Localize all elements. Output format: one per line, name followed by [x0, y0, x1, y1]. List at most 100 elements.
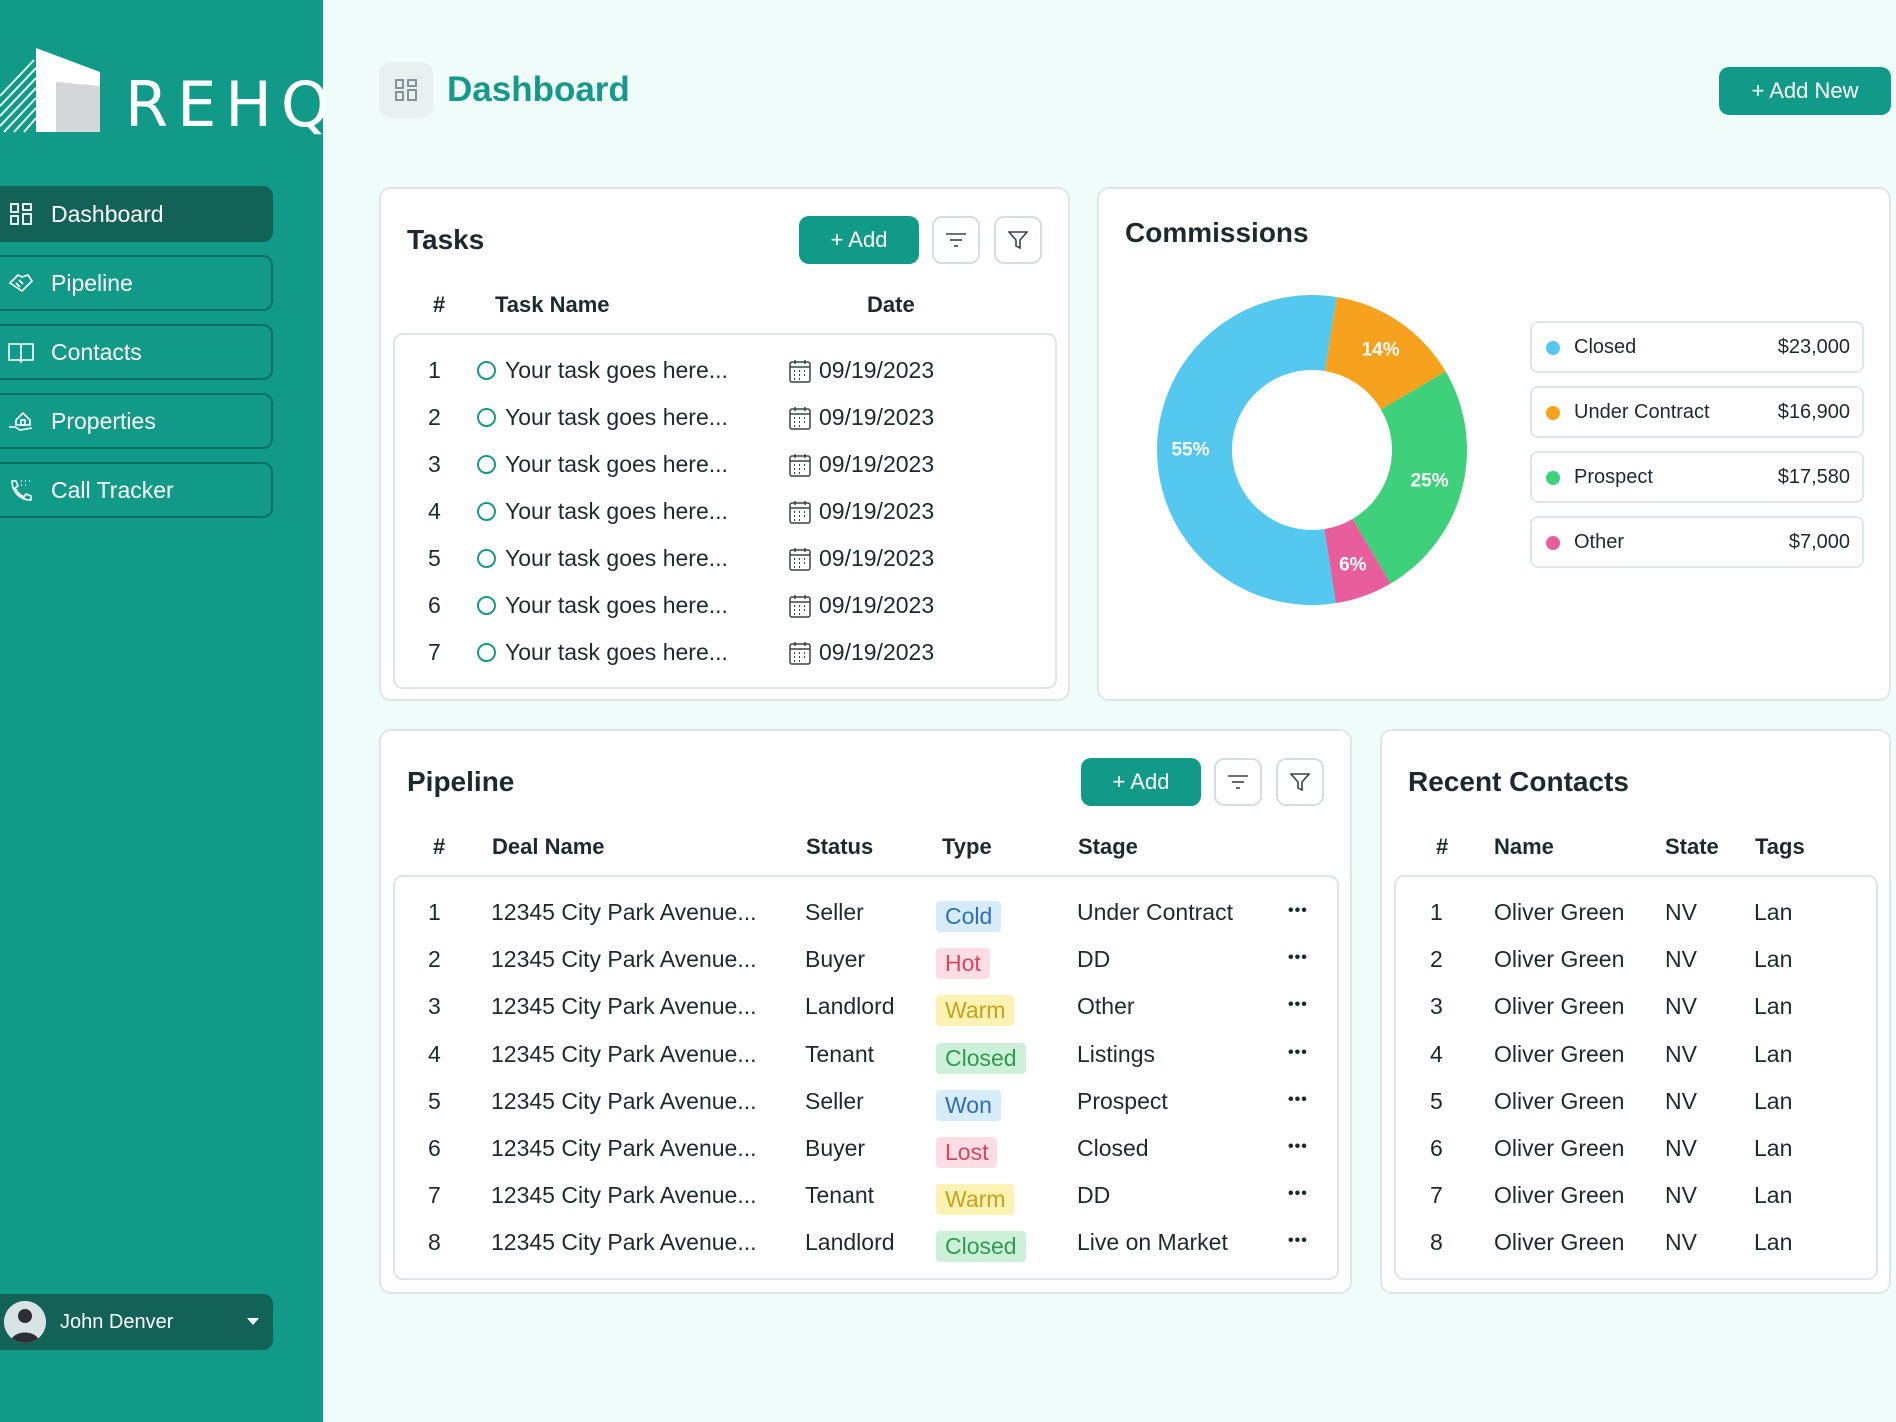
contact-name[interactable]: Oliver Green [1494, 1229, 1625, 1256]
table-row[interactable]: 7 Oliver Green NV Lan [1396, 1172, 1876, 1219]
task-checkbox-icon[interactable] [477, 361, 496, 380]
task-date: 09/19/2023 [819, 592, 935, 618]
contact-tag: Lan [1754, 993, 1793, 1020]
table-row[interactable]: 2 12345 City Park Avenue... Buyer Hot DD ••• [395, 936, 1337, 983]
more-options-icon[interactable]: ••• [1288, 1043, 1308, 1061]
deal-name[interactable]: 12345 City Park Avenue... [491, 993, 757, 1020]
contact-name[interactable]: Oliver Green [1494, 946, 1625, 973]
table-row[interactable]: 5 Oliver Green NV Lan [1396, 1078, 1876, 1125]
sort-icon [946, 233, 966, 247]
sort-button[interactable] [1214, 758, 1262, 806]
deal-name[interactable]: 12345 City Park Avenue... [491, 1135, 757, 1161]
sidebar-item-contacts[interactable]: Contacts [0, 324, 273, 380]
table-row[interactable]: 1 Oliver Green NV Lan [1396, 889, 1876, 936]
type-badge: Warm [936, 1184, 1015, 1216]
pipeline-title: Pipeline [407, 766, 515, 797]
row-number: 4 [1430, 1040, 1443, 1067]
phone-call-icon [8, 477, 34, 503]
tasks-title: Tasks [407, 224, 485, 255]
table-row[interactable]: 8 Oliver Green NV Lan [1396, 1219, 1876, 1266]
task-checkbox-icon[interactable] [477, 502, 496, 521]
contact-name[interactable]: Oliver Green [1494, 1182, 1625, 1209]
row-number: 2 [428, 946, 441, 973]
user-menu[interactable]: John Denver [0, 1294, 273, 1350]
deal-name[interactable]: 12345 City Park Avenue... [491, 1040, 757, 1067]
col-header: Type [942, 834, 992, 859]
row-number: 4 [428, 1040, 441, 1067]
logo-text: REHQ [125, 68, 339, 141]
more-options-icon[interactable]: ••• [1288, 1232, 1308, 1250]
task-checkbox-icon[interactable] [477, 549, 496, 568]
table-row[interactable]: 8 12345 City Park Avenue... Landlord Closed… [395, 1219, 1337, 1266]
task-checkbox-icon[interactable] [477, 596, 496, 615]
table-row[interactable]: 6 Oliver Green NV Lan [1396, 1125, 1876, 1172]
caret-down-icon[interactable] [247, 1318, 259, 1325]
contact-state: NV [1665, 993, 1697, 1020]
table-row[interactable]: 2 Oliver Green NV Lan [1396, 936, 1876, 983]
contact-name[interactable]: Oliver Green [1494, 1040, 1625, 1067]
table-row[interactable]: 7 12345 City Park Avenue... Tenant Warm DD ••… [395, 1172, 1337, 1219]
col-header: Task Name [495, 292, 610, 317]
task-checkbox-icon[interactable] [477, 455, 496, 474]
table-row[interactable]: 1 Your task goes here... 09/19/2023 [395, 347, 1055, 394]
legend-label: Under Contract [1574, 401, 1710, 423]
table-row[interactable]: 1 12345 City Park Avenue... Seller Cold Unde… [395, 889, 1337, 936]
deal-stage: Closed [1077, 1135, 1149, 1161]
more-options-icon[interactable]: ••• [1288, 949, 1308, 967]
table-row[interactable]: 3 12345 City Park Avenue... Landlord Warm Ot… [395, 983, 1337, 1030]
table-row[interactable]: 4 Your task goes here... 09/19/2023 [395, 488, 1055, 535]
table-row[interactable]: 7 Your task goes here... 09/19/2023 [395, 629, 1055, 676]
filter-button[interactable] [1276, 758, 1324, 806]
sort-button[interactable] [932, 216, 980, 264]
table-row[interactable]: 5 12345 City Park Avenue... Seller Won Prosp… [395, 1078, 1337, 1125]
sidebar-item-dashboard[interactable]: Dashboard [0, 186, 273, 242]
deal-name[interactable]: 12345 City Park Avenue... [491, 1182, 757, 1209]
col-header: # [433, 834, 446, 859]
table-row[interactable]: 4 Oliver Green NV Lan [1396, 1031, 1876, 1078]
more-options-icon[interactable]: ••• [1288, 996, 1308, 1014]
more-options-icon[interactable]: ••• [1288, 1090, 1308, 1108]
deal-name[interactable]: 12345 City Park Avenue... [491, 1229, 757, 1256]
table-row[interactable]: 6 Your task goes here... 09/19/2023 [395, 582, 1055, 629]
more-options-icon[interactable]: ••• [1288, 902, 1308, 919]
filter-button[interactable] [994, 216, 1042, 264]
deal-name[interactable]: 12345 City Park Avenue... [491, 899, 757, 925]
contact-name[interactable]: Oliver Green [1494, 993, 1625, 1020]
legend-dot [1546, 536, 1560, 550]
add-task-button[interactable]: + Add [799, 216, 919, 264]
table-row[interactable]: 5 Your task goes here... 09/19/2023 [395, 535, 1055, 582]
sidebar-item-properties[interactable]: Properties [0, 393, 273, 449]
legend-item: Under Contract $16,900 [1530, 386, 1864, 438]
add-deal-button[interactable]: + Add [1081, 758, 1201, 806]
table-row[interactable]: 4 12345 City Park Avenue... Tenant Closed Li… [395, 1031, 1337, 1078]
contact-name[interactable]: Oliver Green [1494, 1087, 1625, 1114]
house-hand-icon [8, 408, 34, 434]
sidebar-item-pipeline[interactable]: Pipeline [0, 255, 273, 311]
contact-name[interactable]: Oliver Green [1494, 899, 1625, 925]
more-options-icon[interactable]: ••• [1288, 1138, 1308, 1155]
col-header: Date [867, 292, 915, 317]
deal-status: Tenant [805, 1182, 875, 1209]
tasks-table: 1 Your task goes here... 09/19/2023 2 Your t… [393, 333, 1057, 689]
row-number: 1 [428, 899, 441, 925]
deal-name[interactable]: 12345 City Park Avenue... [491, 946, 757, 973]
table-row[interactable]: 6 12345 City Park Avenue... Buyer Lost Close… [395, 1125, 1337, 1172]
deal-stage: Prospect [1077, 1087, 1168, 1114]
pipeline-table: 1 12345 City Park Avenue... Seller Cold Unde… [393, 875, 1339, 1280]
filter-icon [1290, 773, 1310, 792]
commissions-donut-chart: 14% 25% 6% 55% [1157, 295, 1467, 605]
tasks-card: Tasks + Add # Task Name Date 1 Your task … [379, 187, 1070, 701]
table-row[interactable]: 3 Your task goes here... 09/19/2023 [395, 441, 1055, 488]
contact-name[interactable]: Oliver Green [1494, 1135, 1625, 1161]
rehq-logo[interactable]: REHQ [0, 46, 330, 141]
table-row[interactable]: 2 Your task goes here... 09/19/2023 [395, 394, 1055, 441]
deal-status: Buyer [805, 1135, 866, 1161]
add-new-button[interactable]: + Add New [1719, 67, 1891, 115]
more-options-icon[interactable]: ••• [1288, 1185, 1308, 1203]
deal-status: Landlord [805, 993, 895, 1020]
task-checkbox-icon[interactable] [477, 408, 496, 427]
deal-name[interactable]: 12345 City Park Avenue... [491, 1087, 757, 1114]
table-row[interactable]: 3 Oliver Green NV Lan [1396, 983, 1876, 1030]
task-checkbox-icon[interactable] [477, 643, 496, 662]
sidebar-item-call-tracker[interactable]: Call Tracker [0, 462, 273, 518]
